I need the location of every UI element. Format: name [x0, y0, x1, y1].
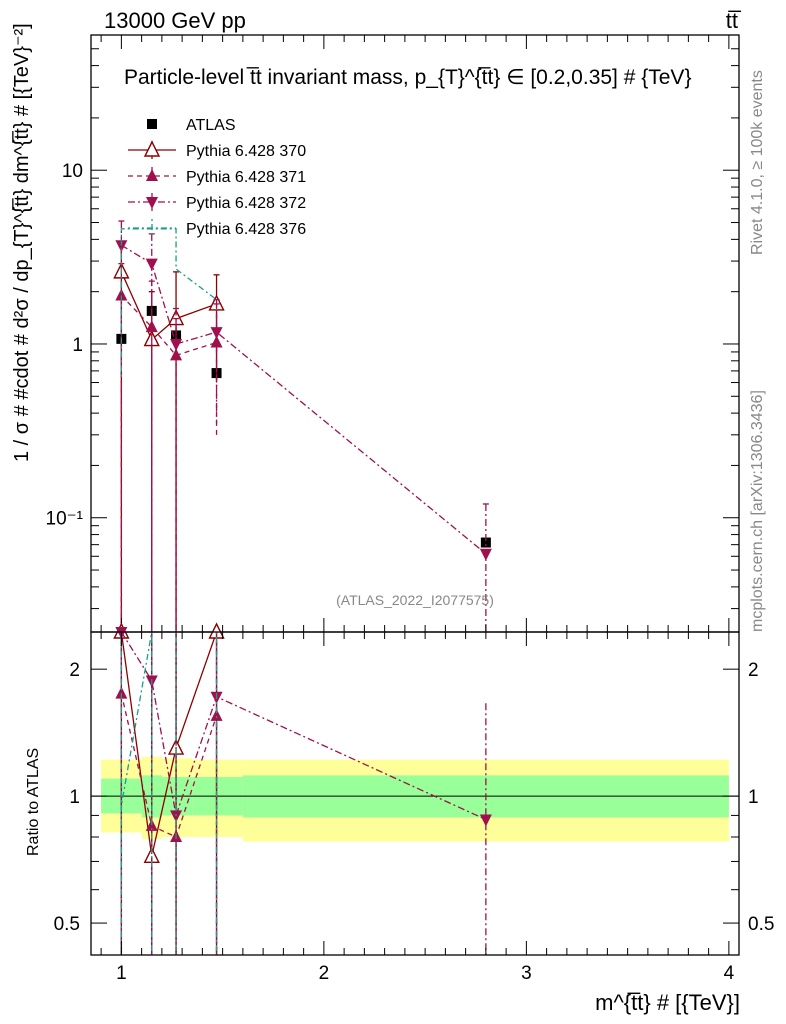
- rivet-label: Rivet 4.1.0, ≥ 100k events: [749, 70, 766, 255]
- legend-label: Pythia 6.428 371: [186, 169, 306, 186]
- legend-marker: [143, 140, 161, 157]
- data-point: [479, 548, 492, 561]
- data-point: [170, 338, 183, 351]
- ratio-point: [479, 814, 492, 827]
- x-tick-label: 1: [116, 963, 127, 984]
- ratio-ylabel: Ratio to ATLAS: [25, 748, 42, 856]
- data-point: [210, 327, 223, 340]
- legend-marker: [146, 169, 158, 181]
- mcplots-label: mcplots.cern.ch [arXiv:1306.3436]: [749, 390, 766, 632]
- y-tick-label: 10: [62, 161, 83, 182]
- legend-label: ATLAS: [186, 117, 236, 134]
- legend-label: Pythia 6.428 372: [186, 195, 306, 212]
- data-point: [115, 240, 128, 253]
- series-line-1: [120, 271, 217, 341]
- ratio-point: [170, 810, 183, 823]
- x-tick-label: 3: [521, 963, 532, 984]
- legend-item-4: Pythia 6.428 376: [128, 219, 306, 238]
- series-1: [113, 242, 225, 632]
- legend-item-1: Pythia 6.428 370: [128, 140, 306, 160]
- plot-title: Particle-level t̅t invariant mass, p_{T}…: [124, 66, 691, 89]
- ratio-y-tick-label-right: 1: [748, 787, 759, 808]
- legend-label: Pythia 6.428 376: [186, 221, 306, 238]
- legend-marker: [147, 119, 157, 129]
- main-plot: 10⁻¹ 1 10: [46, 34, 740, 633]
- ratio-frame: [90, 631, 740, 956]
- series-line-2: [120, 295, 217, 357]
- series-4: [120, 228, 217, 377]
- x-axis-label: m^{t̅t} # [{TeV}]: [595, 990, 740, 1015]
- ratio-line-0: [120, 631, 218, 857]
- header-right: tt̅: [726, 8, 742, 33]
- data-point: [480, 537, 491, 548]
- legend: ATLAS Pythia 6.428 370 Pythia 6.428 371 Pyt…: [128, 117, 306, 238]
- ratio-y-tick-label: 2: [69, 660, 80, 681]
- data-point: [145, 258, 158, 271]
- x-tick-label: 2: [319, 963, 330, 984]
- ratio-y-tick-label-right: 0.5: [748, 914, 774, 935]
- x-tick-label: 4: [724, 963, 735, 984]
- legend-item-0: ATLAS: [147, 117, 236, 134]
- legend-item-2: Pythia 6.428 371: [128, 167, 306, 186]
- y-tick-label: 10⁻¹: [46, 509, 84, 530]
- main-ylabel: 1 / σ # #cdot # d²σ / dp_{T}^{t̅t} dm^{t…: [11, 23, 33, 462]
- ratio-y-tick-label-right: 2: [748, 660, 759, 681]
- legend-marker: [146, 197, 158, 209]
- series-line-4: [120, 228, 217, 377]
- legend-item-3: Pythia 6.428 372: [128, 193, 306, 212]
- ratio-y-tick-label: 1: [69, 787, 80, 808]
- legend-label: Pythia 6.428 370: [186, 143, 306, 160]
- series-3: [115, 220, 492, 632]
- y-tick-label: 1: [72, 335, 83, 356]
- header-left: 13000 GeV pp: [104, 8, 246, 33]
- ratio-plot: 1 2 3 4 0.5 0.5 1 1 2 2: [54, 622, 774, 984]
- ratio-y-tick-label: 0.5: [54, 914, 80, 935]
- data-point: [115, 288, 128, 301]
- watermark: (ATLAS_2022_I2077575): [336, 592, 494, 608]
- ratio-point: [210, 708, 223, 721]
- ratio-line-1: [120, 693, 218, 838]
